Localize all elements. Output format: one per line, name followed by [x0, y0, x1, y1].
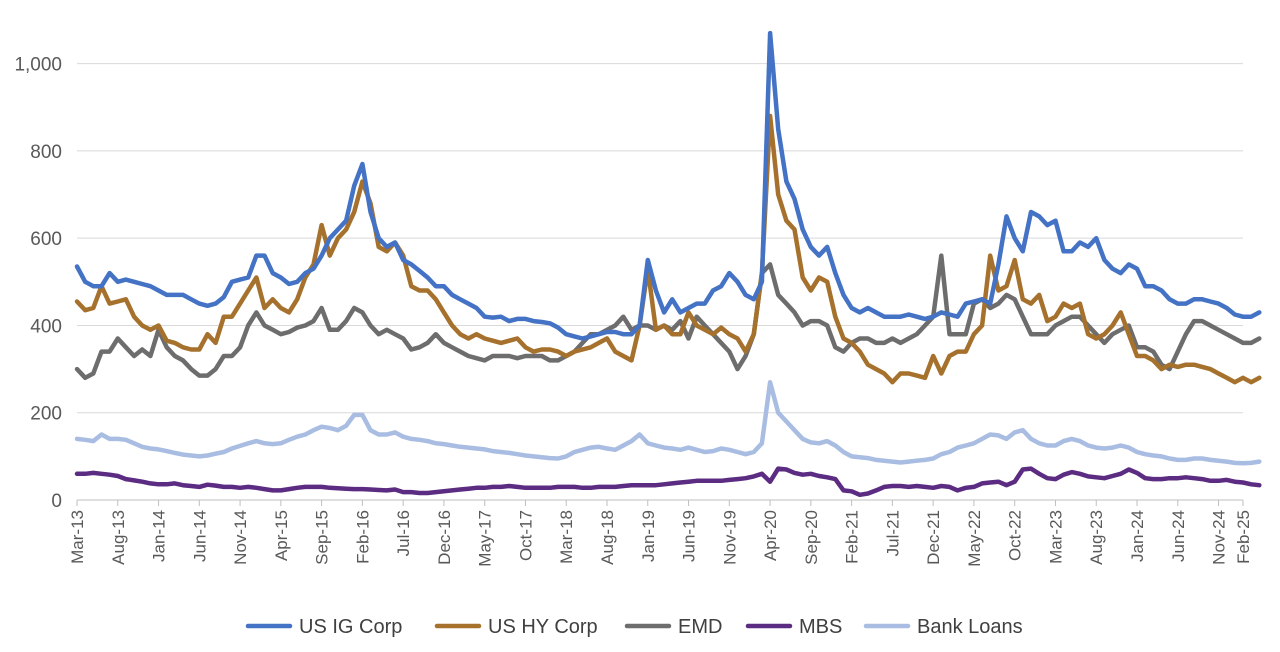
- y-tick-label: 600: [30, 229, 62, 250]
- x-tick-label: Jul-16: [394, 510, 413, 556]
- x-tick-label: May-17: [476, 510, 495, 567]
- x-tick-label: Apr-15: [272, 510, 291, 561]
- x-tick-label: Mar-18: [557, 510, 576, 564]
- legend-label-us-hy-corp: US HY Corp: [488, 616, 598, 638]
- x-tick-label: Aug-18: [598, 510, 617, 565]
- legend: US IG Corp US HY Corp EMD MBS Bank Loans: [245, 616, 1023, 638]
- x-tick-label: Sep-20: [802, 510, 821, 565]
- x-tick-label: Sep-15: [313, 510, 332, 565]
- series-lines: [74, 30, 1262, 498]
- x-tick-label: Aug-23: [1087, 510, 1106, 565]
- x-axis-ticks: Mar-13 Aug-13 Jan-14 Jun-14 Nov-14 Apr-15 Sep-…: [68, 500, 1253, 567]
- x-tick-label: Jan-19: [639, 510, 658, 562]
- series-line-us-ig-corp: [74, 30, 1262, 341]
- x-tick-label: Oct-17: [516, 510, 535, 561]
- grid-lines: [77, 63, 1243, 414]
- x-tick-label: Oct-22: [1006, 510, 1025, 561]
- x-tick-label: Dec-16: [435, 510, 454, 565]
- legend-label-us-ig-corp: US IG Corp: [299, 616, 402, 638]
- series-line-mbs: [74, 466, 1262, 498]
- x-tick-label: Jul-21: [883, 510, 902, 556]
- x-tick-label: Nov-24: [1210, 510, 1229, 565]
- y-tick-label: 1,000: [14, 55, 62, 76]
- x-tick-label: May-22: [965, 510, 984, 567]
- x-tick-label: Jun-14: [190, 510, 209, 562]
- y-tick-label: 400: [30, 316, 62, 337]
- legend-label-emd: EMD: [678, 616, 722, 638]
- y-tick-label: 0: [51, 491, 62, 512]
- x-tick-label: Nov-14: [231, 510, 250, 565]
- x-tick-label: Feb-25: [1234, 510, 1253, 564]
- x-tick-label: Jan-14: [150, 510, 169, 562]
- x-tick-label: Mar-13: [68, 510, 87, 564]
- x-tick-label: Aug-13: [109, 510, 128, 565]
- x-tick-label: Nov-19: [720, 510, 739, 565]
- x-tick-label: Mar-23: [1046, 510, 1065, 564]
- x-tick-label: Jun-19: [680, 510, 699, 562]
- x-tick-label: Jan-24: [1128, 510, 1147, 562]
- series-line-bank-loans: [74, 379, 1262, 466]
- x-tick-label: Jun-24: [1169, 510, 1188, 562]
- y-tick-label: 200: [30, 404, 62, 425]
- x-tick-label: Feb-16: [353, 510, 372, 564]
- y-tick-label: 800: [30, 142, 62, 163]
- x-tick-label: Feb-21: [843, 510, 862, 564]
- y-axis-ticks: 0 200 400 600 800 1,000: [14, 55, 62, 512]
- legend-label-bank-loans: Bank Loans: [917, 616, 1023, 638]
- legend-label-mbs: MBS: [799, 616, 842, 638]
- x-tick-label: Dec-21: [924, 510, 943, 565]
- series-line-us-hy-corp: [74, 113, 1262, 385]
- x-tick-label: Apr-20: [761, 510, 780, 561]
